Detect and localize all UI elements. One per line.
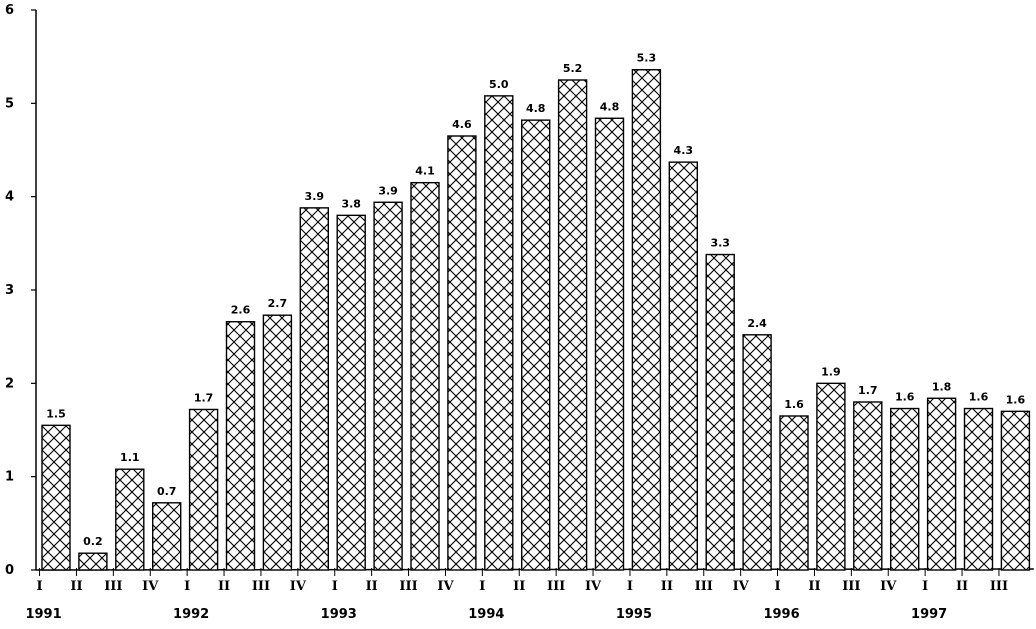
x-tick-label: II <box>808 579 820 594</box>
bar-data-label: 1.1 <box>120 451 140 464</box>
x-tick-label: II <box>70 579 82 594</box>
bar <box>151 502 182 571</box>
x-tick-label: III <box>104 579 122 594</box>
bar <box>705 253 735 571</box>
bar-data-label: 1.6 <box>969 391 989 404</box>
bar <box>816 382 846 571</box>
x-tick-label: II <box>513 579 525 594</box>
bar-data-label: 1.8 <box>932 380 952 393</box>
bars <box>41 69 1031 571</box>
bar <box>853 401 883 571</box>
bar <box>557 79 588 571</box>
x-tick-label: IV <box>437 579 454 594</box>
x-tick-label: III <box>990 579 1008 594</box>
bar <box>594 117 625 571</box>
year-label: 1993 <box>321 607 357 622</box>
bar-data-label: 5.3 <box>637 52 657 65</box>
bar-data-label: 4.8 <box>526 102 546 115</box>
bar-data-label: 5.0 <box>489 78 509 91</box>
bar-data-label: 4.8 <box>600 100 620 113</box>
x-tick-label: II <box>661 579 673 594</box>
bar-data-label: 1.6 <box>1006 393 1026 406</box>
y-tick-label: 4 <box>5 190 14 205</box>
bar <box>779 415 809 571</box>
x-tick-label: I <box>332 579 338 594</box>
bar <box>521 119 551 571</box>
x-tick-label: II <box>366 579 378 594</box>
y-tick-label: 6 <box>5 3 14 18</box>
bar-data-label: 4.6 <box>452 118 472 131</box>
x-tick-label: II <box>956 579 968 594</box>
x-tick-label: I <box>627 579 633 594</box>
year-label: 1991 <box>25 607 61 622</box>
bar-data-label: 1.6 <box>784 398 804 411</box>
bar-data-label: 0.7 <box>157 485 177 498</box>
x-tick-label: I <box>922 579 928 594</box>
bar <box>373 201 403 571</box>
x-tick-label: I <box>775 579 781 594</box>
x-tick-label: IV <box>585 579 602 594</box>
year-label: 1996 <box>763 607 799 622</box>
x-tick-label: IV <box>290 579 307 594</box>
y-tick-label: 0 <box>5 563 14 578</box>
y-tick-label: 2 <box>5 376 14 391</box>
bar <box>1000 410 1031 571</box>
bar-data-label: 3.9 <box>378 184 398 197</box>
bar-data-label: 1.9 <box>821 365 841 378</box>
year-label: 1995 <box>616 607 652 622</box>
bar <box>926 397 957 571</box>
bar <box>41 424 71 571</box>
x-tick-label: IV <box>733 579 750 594</box>
bar <box>447 135 477 571</box>
bar <box>668 161 698 571</box>
bar-data-label: 0.2 <box>83 535 103 548</box>
bar-data-label: 5.2 <box>563 62 583 75</box>
bar-data-label: 2.6 <box>231 304 251 317</box>
bar <box>225 321 256 571</box>
bar-data-label: 1.6 <box>895 391 915 404</box>
bar-data-label: 3.3 <box>710 237 730 250</box>
bar <box>742 334 772 571</box>
x-tick-label: I <box>479 579 485 594</box>
bar <box>188 408 219 571</box>
bar-data-label: 4.1 <box>415 165 435 178</box>
bar <box>890 407 920 571</box>
bar-data-label: 1.7 <box>194 391 214 404</box>
year-label: 1992 <box>173 607 209 622</box>
x-tick-label: III <box>842 579 860 594</box>
x-tick-label: I <box>37 579 43 594</box>
bar-data-label: 2.4 <box>747 317 767 330</box>
bar <box>631 69 662 571</box>
year-label: 1994 <box>468 607 504 622</box>
y-tick-label: 5 <box>5 96 14 111</box>
bar <box>115 468 145 571</box>
x-tick-label: III <box>695 579 713 594</box>
bar <box>410 181 440 571</box>
bar-data-label: 1.5 <box>46 407 66 420</box>
bar <box>299 207 329 571</box>
year-label: 1997 <box>911 607 947 622</box>
x-tick-label: IV <box>880 579 897 594</box>
x-tick-label: IV <box>142 579 159 594</box>
bar-data-label: 1.7 <box>858 384 878 397</box>
bar <box>963 407 994 571</box>
labels: 1.5 0.2 1.1 0.7 1.7 2.6 2.7 3.9 3.8 3.9 4.1 4.6 5.0 4… <box>25 52 1025 622</box>
bar <box>78 552 108 571</box>
bar-data-label: 3.9 <box>305 190 325 203</box>
x-tick-label: II <box>218 579 230 594</box>
bar <box>484 95 514 571</box>
bar <box>336 214 366 571</box>
bar-data-label: 4.3 <box>674 144 694 157</box>
y-tick-label: 3 <box>5 283 14 298</box>
y-tick-label: 1 <box>5 470 14 485</box>
bar-data-label: 3.8 <box>341 197 361 210</box>
x-tick-label: I <box>184 579 190 594</box>
bar <box>262 314 293 571</box>
x-tick-label: III <box>252 579 270 594</box>
bar-data-label: 2.7 <box>268 297 288 310</box>
x-tick-label: III <box>547 579 565 594</box>
x-tick-label: III <box>399 579 417 594</box>
